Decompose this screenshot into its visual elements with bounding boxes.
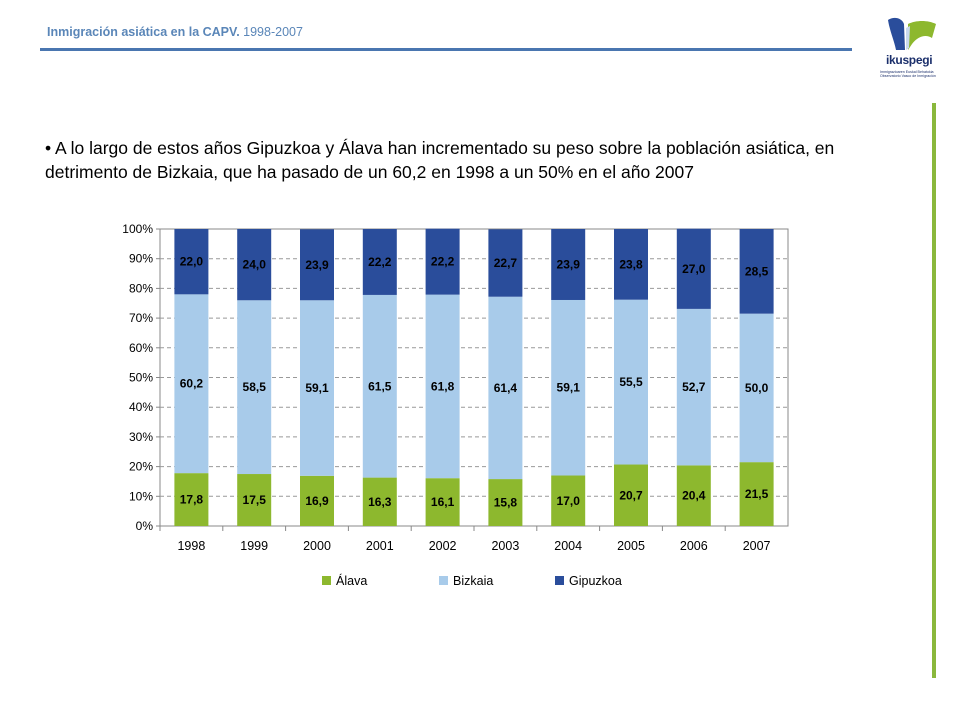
data-label: 61,5	[368, 379, 392, 393]
bar-bizkaia-2007	[739, 313, 774, 463]
bar-bizkaia-2002	[425, 294, 460, 479]
bar-bizkaia-2006	[676, 308, 711, 466]
data-label: 16,1	[431, 495, 455, 509]
logo-wordmark: ikuspegi	[886, 53, 933, 67]
data-label: 61,4	[494, 381, 518, 395]
legend-label: Álava	[336, 573, 367, 588]
bar-gipuzkoa-2000	[300, 229, 334, 301]
bar-álava-2007	[739, 462, 774, 526]
bar-bizkaia-2005	[614, 299, 648, 465]
data-label: 21,5	[745, 487, 769, 501]
data-label: 22,0	[180, 255, 204, 269]
bar-gipuzkoa-2002	[425, 228, 460, 295]
bar-álava-2005	[614, 464, 648, 526]
bar-bizkaia-2000	[300, 300, 334, 476]
data-label: 17,5	[243, 493, 267, 507]
y-tick-label: 60%	[129, 341, 153, 355]
bar-bizkaia-1999	[237, 300, 272, 475]
legend-label: Gipuzkoa	[569, 574, 622, 588]
data-label: 22,7	[494, 256, 518, 270]
x-tick-label: 2002	[429, 539, 457, 553]
ikuspegi-logo-icon	[888, 17, 936, 51]
data-label: 22,2	[431, 255, 455, 269]
bar-bizkaia-2004	[551, 299, 586, 476]
data-label: 15,8	[494, 496, 518, 510]
bar-bizkaia-1998	[174, 294, 209, 474]
data-label: 60,2	[180, 377, 204, 391]
legend-label: Bizkaia	[453, 574, 493, 588]
bar-gipuzkoa-2005	[614, 229, 648, 300]
logo-subtitle: Immigrazioaren Euskal Behatokia Observat…	[880, 70, 936, 79]
legend-swatch-gipuzkoa	[555, 576, 564, 585]
x-tick-label: 2003	[491, 539, 519, 553]
data-label: 17,8	[180, 493, 204, 507]
data-label: 55,5	[619, 375, 643, 389]
x-tick-label: 1998	[177, 539, 205, 553]
y-tick-label: 80%	[129, 281, 153, 295]
data-label: 58,5	[243, 380, 267, 394]
bar-álava-1998	[174, 473, 209, 526]
y-tick-label: 100%	[122, 222, 153, 236]
data-label: 20,7	[619, 488, 643, 502]
legend-swatch-bizkaia	[439, 576, 448, 585]
bar-bizkaia-2003	[488, 296, 523, 480]
y-tick-label: 10%	[129, 489, 153, 503]
data-label: 17,0	[557, 494, 581, 508]
stacked-bar-chart: 0% 10% 20% 30% 40% 50% 60% 70% 80% 90% 100% 1998 199…	[122, 222, 789, 588]
data-label: 20,4	[682, 489, 706, 503]
y-tick-label: 30%	[129, 430, 153, 444]
bar-álava-2004	[551, 475, 586, 526]
y-tick-label: 0%	[136, 519, 154, 533]
bullet-text: • A lo largo de estos años Gipuzkoa y Ál…	[45, 138, 835, 182]
bar-gipuzkoa-2004	[551, 229, 586, 300]
data-label: 50,0	[745, 381, 769, 395]
data-label: 52,7	[682, 380, 706, 394]
bar-gipuzkoa-2003	[488, 229, 523, 297]
data-label: 59,1	[305, 381, 329, 395]
header-title-text: Inmigración asiática en la CAPV.	[47, 25, 240, 39]
data-label: 23,9	[305, 258, 329, 272]
data-label: 27,0	[682, 262, 706, 276]
data-label: 23,8	[619, 257, 643, 271]
y-tick-label: 70%	[129, 311, 153, 325]
x-tick-label: 2000	[303, 539, 331, 553]
data-label: 16,3	[368, 495, 392, 509]
side-accent-bar	[932, 103, 936, 678]
bar-gipuzkoa-2007	[739, 229, 774, 314]
x-tick-label: 2007	[743, 539, 771, 553]
legend-swatch-álava	[322, 576, 331, 585]
bar-álava-2002	[425, 478, 460, 526]
bar-álava-2000	[300, 475, 334, 526]
bar-álava-1999	[237, 474, 272, 526]
bar-gipuzkoa-1998	[174, 229, 209, 295]
header-year-range: 1998-2007	[243, 25, 303, 39]
data-label: 61,8	[431, 379, 455, 393]
data-label: 59,1	[557, 381, 581, 395]
header-rule	[40, 48, 852, 51]
data-label: 22,2	[368, 255, 392, 269]
bar-álava-2001	[362, 477, 397, 526]
page-header-title: Inmigración asiática en la CAPV. 1998-20…	[47, 25, 303, 39]
y-tick-label: 40%	[129, 400, 153, 414]
data-label: 23,9	[557, 257, 581, 271]
x-tick-label: 1999	[240, 539, 268, 553]
data-label: 28,5	[745, 264, 769, 278]
bar-álava-2003	[488, 479, 523, 526]
x-tick-label: 2004	[554, 539, 582, 553]
bar-gipuzkoa-2006	[676, 228, 711, 309]
y-tick-label: 20%	[129, 460, 153, 474]
data-label: 16,9	[305, 494, 329, 508]
y-tick-label: 90%	[129, 252, 153, 266]
x-tick-label: 2006	[680, 539, 708, 553]
bar-gipuzkoa-1999	[237, 229, 272, 301]
bar-gipuzkoa-2001	[362, 229, 397, 295]
y-tick-label: 50%	[129, 371, 153, 385]
x-tick-label: 2001	[366, 539, 394, 553]
x-tick-label: 2005	[617, 539, 645, 553]
bar-álava-2006	[676, 465, 711, 526]
bar-bizkaia-2001	[362, 294, 397, 478]
data-label: 24,0	[243, 258, 267, 272]
